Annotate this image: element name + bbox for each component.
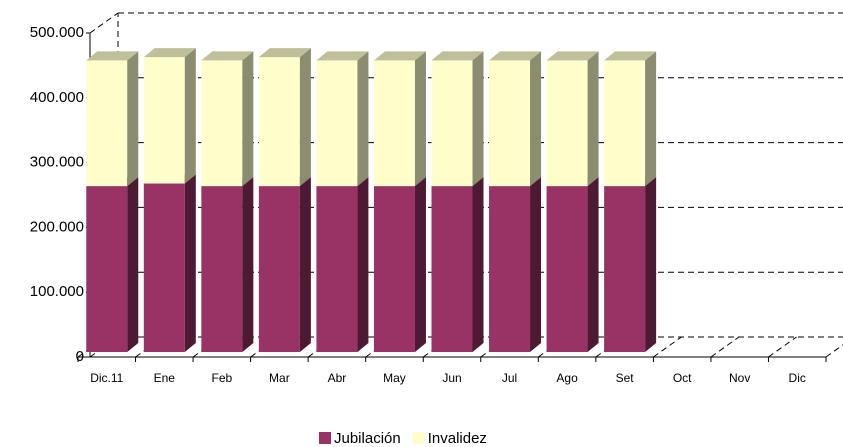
bar-side	[530, 177, 542, 352]
bar	[604, 60, 646, 187]
bar	[489, 60, 531, 187]
bar-side	[357, 177, 369, 352]
bar-side	[242, 177, 254, 352]
bar-side	[414, 51, 426, 187]
bar-top	[258, 48, 311, 58]
x-tick-label: Jul	[502, 371, 517, 385]
bar	[546, 186, 588, 352]
floor-line	[653, 336, 682, 358]
x-tick-label: Jun	[442, 371, 461, 385]
floor-line	[77, 336, 107, 358]
bar-top	[489, 51, 542, 61]
y-tick-label: 0	[76, 348, 84, 365]
bar	[201, 186, 243, 352]
bar-side	[184, 48, 196, 184]
floor-line	[768, 336, 797, 358]
bar-side	[299, 177, 311, 352]
bar-side	[127, 51, 139, 187]
floor-line	[307, 336, 337, 358]
bar-side	[587, 51, 599, 187]
x-tick-label: Ago	[556, 371, 578, 385]
bar-side	[587, 177, 599, 352]
bar-side	[242, 51, 254, 187]
bar-side	[184, 174, 196, 352]
floor-line	[365, 336, 394, 358]
y-tick-label: 400.000	[30, 89, 84, 106]
bar-side	[472, 177, 484, 352]
floor-line	[825, 344, 843, 358]
bar	[431, 186, 473, 352]
legend-label: Jubilación	[334, 430, 401, 447]
x-tick-label: Set	[616, 371, 635, 385]
grid-line	[89, 12, 119, 34]
bar-side	[357, 51, 369, 187]
x-tick-label: Dic.11	[90, 371, 123, 385]
bar	[604, 186, 646, 352]
bar-top	[86, 51, 139, 61]
y-tick-label: 200.000	[30, 218, 84, 235]
grid-line	[89, 336, 119, 358]
bar	[373, 60, 415, 187]
y-tick-label: 300.000	[30, 154, 84, 171]
floor-line	[135, 336, 164, 358]
bar	[86, 60, 128, 187]
bar-top	[143, 48, 196, 58]
bar	[373, 186, 415, 352]
bar	[258, 57, 300, 187]
y-tick-label: 500.000	[30, 24, 84, 41]
floor-line	[250, 336, 279, 358]
bar-side	[299, 48, 311, 187]
floor-line	[538, 336, 567, 358]
bar	[201, 60, 243, 187]
bar-top	[201, 51, 254, 61]
x-tick-label: Mar	[269, 371, 290, 385]
bar-side	[127, 177, 139, 352]
bar-side	[645, 177, 657, 352]
bar-side	[472, 51, 484, 187]
bar	[431, 60, 473, 187]
y-tick-label: 100.000	[30, 283, 84, 300]
legend-label: Invalidez	[428, 430, 487, 447]
x-tick-label: Dic	[789, 371, 806, 385]
x-tick-label: May	[383, 371, 406, 385]
bar-side	[414, 177, 426, 352]
bar	[546, 60, 588, 187]
floor-line	[192, 336, 222, 358]
bar	[489, 186, 531, 352]
bar-side	[530, 51, 542, 187]
x-tick-label: Abr	[328, 371, 347, 385]
bar	[316, 186, 358, 352]
floor-line	[710, 336, 740, 358]
floor-line	[422, 336, 452, 358]
bar	[258, 186, 300, 352]
bar	[316, 60, 358, 187]
bar-top	[373, 51, 426, 61]
bar-top	[431, 51, 484, 61]
x-tick-label: Feb	[212, 371, 233, 385]
bar-top	[316, 51, 369, 61]
legend-swatch	[412, 432, 425, 444]
bar	[143, 57, 185, 184]
floor-line	[480, 336, 510, 358]
x-tick-label: Oct	[673, 371, 692, 385]
legend-swatch	[319, 432, 331, 444]
bar-top	[546, 51, 599, 61]
bar-side	[645, 51, 657, 187]
bar	[143, 183, 185, 352]
x-tick-label: Ene	[154, 371, 176, 385]
x-tick-label: Nov	[729, 371, 750, 385]
bar-top	[604, 51, 657, 61]
bar	[86, 186, 128, 352]
floor-line	[595, 336, 625, 358]
